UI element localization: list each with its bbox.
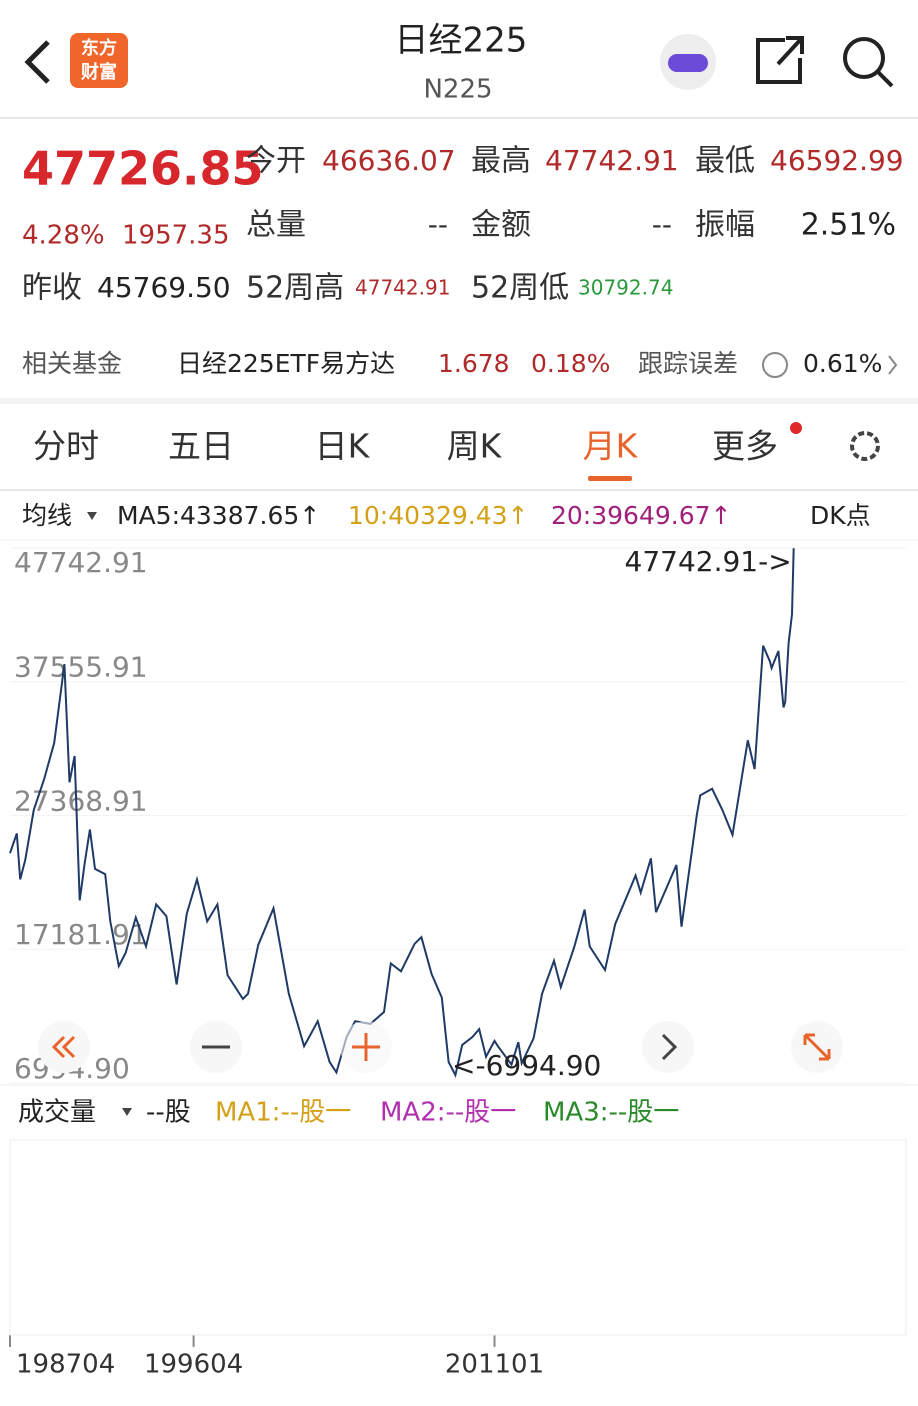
field-value: 47742.91 (545, 144, 679, 177)
tracking-label: 跟踪误差 (638, 349, 738, 378)
tab[interactable]: 月K (583, 427, 639, 466)
field-value: 30792.74 (578, 276, 673, 300)
volume-selector[interactable]: 成交量 (18, 1098, 96, 1128)
volume-ma2: MA2:--股一 (380, 1098, 516, 1128)
title: 日经225 (395, 21, 528, 61)
y-tick-label: 37555.91 (14, 651, 148, 684)
volume-ma1: MA1:--股一 (215, 1098, 351, 1128)
field-label: 昨收 (22, 271, 82, 306)
field-label: 最高 (471, 144, 531, 179)
next-button[interactable] (661, 1033, 678, 1061)
ma10: 10:40329.43↑ (348, 501, 528, 530)
code: N225 (423, 75, 492, 105)
divider (0, 398, 918, 404)
field-label: 金额 (471, 208, 531, 243)
field-value: -- (428, 208, 448, 241)
dropdown-arrow (87, 512, 97, 520)
badge (790, 422, 802, 434)
ma-selector[interactable]: 均线 (22, 501, 72, 530)
field-value: -- (652, 208, 672, 241)
rewind-button[interactable] (51, 1035, 76, 1059)
help-icon[interactable] (762, 352, 788, 378)
change-pct: 4.28% (22, 221, 105, 251)
field-label: 总量 (246, 208, 306, 243)
high-annotation: 47742.91-> (625, 545, 792, 578)
fund-name[interactable]: 日经225ETF易方达 (177, 349, 395, 378)
price-chart: 6994.9017181.9127368.9137555.9147742.914… (9, 545, 906, 1380)
chart-controls (38, 1021, 843, 1073)
field-value: 47742.91 (355, 276, 450, 300)
fund-label: 相关基金 (22, 349, 122, 378)
control-bg (642, 1021, 694, 1073)
dropdown-arrow (122, 1108, 132, 1116)
search-icon[interactable] (843, 37, 885, 79)
fund-change: 0.18% (531, 349, 610, 378)
back-button[interactable] (24, 40, 50, 84)
logo (70, 33, 128, 88)
field-label: 最低 (695, 144, 755, 179)
ma20: 20:39649.67↑ (551, 501, 731, 530)
tab[interactable]: 五日 (168, 427, 234, 466)
volume-ma3: MA3:--股一 (543, 1098, 679, 1128)
x-tick-label: 201101 (445, 1350, 544, 1380)
logo-text: 财富 (81, 61, 117, 83)
change: 1957.35 (122, 221, 230, 251)
y-tick-label: 47742.91 (14, 546, 148, 579)
volume-area (9, 1139, 907, 1336)
settings-icon[interactable] (850, 431, 880, 461)
x-tick-label: 198704 (16, 1350, 115, 1380)
volume-value: --股 (146, 1098, 191, 1128)
tracking-value: 0.61% (803, 349, 882, 378)
chevron (888, 355, 898, 375)
price-line (9, 548, 795, 1079)
fullscreen-button[interactable] (803, 1033, 831, 1061)
price: 47726.85 (22, 142, 264, 196)
field-label: 振幅 (695, 208, 755, 243)
tab-bar: 分时 五日 日K 周K 月K 更多 (33, 427, 778, 481)
field-label: 52周低 (471, 271, 569, 306)
tab[interactable]: 周K (447, 427, 503, 466)
fund-price: 1.678 (438, 349, 510, 378)
tab[interactable]: 更多 (712, 427, 778, 466)
tab[interactable]: 日K (315, 427, 371, 466)
field-label: 今开 (246, 144, 306, 179)
field-value: 46636.07 (322, 144, 456, 177)
low-annotation: <-6994.90 (452, 1049, 601, 1082)
assistant-face (668, 54, 708, 72)
field-value: 45769.50 (97, 271, 231, 304)
tab-indicator (588, 476, 632, 481)
logo-text: 东方 (81, 37, 117, 59)
field-value: 46592.99 (770, 144, 904, 177)
search-icon (876, 70, 894, 88)
field-value: 2.51% (801, 208, 896, 243)
field-label: 52周高 (246, 271, 344, 306)
ma5: MA5:43387.65↑ (117, 501, 320, 530)
tab[interactable]: 分时 (33, 427, 99, 466)
x-tick-label: 199604 (144, 1350, 243, 1380)
share-icon[interactable] (756, 36, 804, 84)
dk-button[interactable]: DK点 (810, 501, 871, 530)
zoom-in-button[interactable] (352, 1033, 380, 1061)
y-tick-label: 17181.91 (14, 918, 148, 951)
